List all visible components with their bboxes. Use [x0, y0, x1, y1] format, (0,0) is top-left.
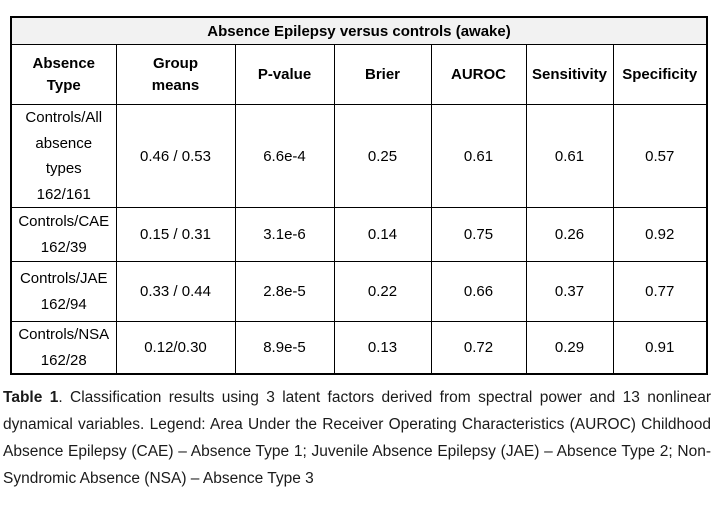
- cell-p-value: 2.8e-5: [234, 261, 335, 322]
- cell-p-value: 3.1e-6: [234, 207, 335, 262]
- table-row: Controls/JAE 162/94 0.33 / 0.44 2.8e-5 0…: [10, 261, 708, 322]
- group-name: Controls/JAE: [19, 270, 108, 287]
- group-name: Controls/CAE: [18, 213, 110, 230]
- table-row: Controls/CAE 162/39 0.15 / 0.31 3.1e-6 0…: [10, 207, 708, 262]
- col-header-sensitivity: Sensitivity: [525, 44, 614, 105]
- col-header-group-means: Group means: [115, 44, 236, 105]
- table-caption: Table 1. Classification results using 3 …: [3, 384, 711, 492]
- cell-group-means: 0.46 / 0.53: [115, 104, 236, 208]
- caption-text: . Classification results using 3 latent …: [3, 389, 711, 487]
- document-page: Absence Epilepsy versus controls (awake)…: [0, 16, 714, 517]
- results-table: Absence Epilepsy versus controls (awake)…: [10, 16, 708, 375]
- group-counts: 162/161: [36, 185, 91, 203]
- group-counts: 162/94: [40, 295, 87, 313]
- col-header-absence-type: Absence Type: [10, 44, 117, 105]
- cell-auroc: 0.72: [430, 321, 527, 375]
- group-name: Controls/All absence types: [25, 109, 103, 177]
- table-row: Controls/All absence types 162/161 0.46 …: [10, 104, 708, 208]
- cell-brier: 0.22: [333, 261, 432, 322]
- cell-sensitivity: 0.61: [525, 104, 614, 208]
- col-header-specificity: Specificity: [612, 44, 708, 105]
- cell-absence-type: Controls/All absence types 162/161: [10, 104, 117, 208]
- group-counts: 162/28: [40, 351, 87, 369]
- cell-sensitivity: 0.26: [525, 207, 614, 262]
- cell-group-means: 0.15 / 0.31: [115, 207, 236, 262]
- cell-sensitivity: 0.37: [525, 261, 614, 322]
- cell-sensitivity: 0.29: [525, 321, 614, 375]
- col-header-p-value: P-value: [234, 44, 335, 105]
- cell-p-value: 6.6e-4: [234, 104, 335, 208]
- cell-specificity: 0.92: [612, 207, 708, 262]
- cell-absence-type: Controls/JAE 162/94: [10, 261, 117, 322]
- cell-brier: 0.13: [333, 321, 432, 375]
- group-counts: 162/39: [40, 238, 87, 256]
- group-name: Controls/NSA: [18, 326, 110, 343]
- caption-label: Table 1: [3, 389, 59, 406]
- col-header-brier: Brier: [333, 44, 432, 105]
- cell-absence-type: Controls/CAE 162/39: [10, 207, 117, 262]
- cell-group-means: 0.33 / 0.44: [115, 261, 236, 322]
- table-row: Controls/NSA 162/28 0.12/0.30 8.9e-5 0.1…: [10, 321, 708, 375]
- cell-auroc: 0.75: [430, 207, 527, 262]
- table-title: Absence Epilepsy versus controls (awake): [10, 16, 708, 45]
- cell-absence-type: Controls/NSA 162/28: [10, 321, 117, 375]
- cell-specificity: 0.77: [612, 261, 708, 322]
- cell-brier: 0.25: [333, 104, 432, 208]
- table-title-row: Absence Epilepsy versus controls (awake): [10, 16, 708, 45]
- cell-specificity: 0.91: [612, 321, 708, 375]
- cell-specificity: 0.57: [612, 104, 708, 208]
- cell-p-value: 8.9e-5: [234, 321, 335, 375]
- cell-group-means: 0.12/0.30: [115, 321, 236, 375]
- cell-brier: 0.14: [333, 207, 432, 262]
- table-header-row: Absence Type Group means P-value Brier AUR…: [10, 44, 708, 105]
- cell-auroc: 0.61: [430, 104, 527, 208]
- cell-auroc: 0.66: [430, 261, 527, 322]
- col-header-auroc: AUROC: [430, 44, 527, 105]
